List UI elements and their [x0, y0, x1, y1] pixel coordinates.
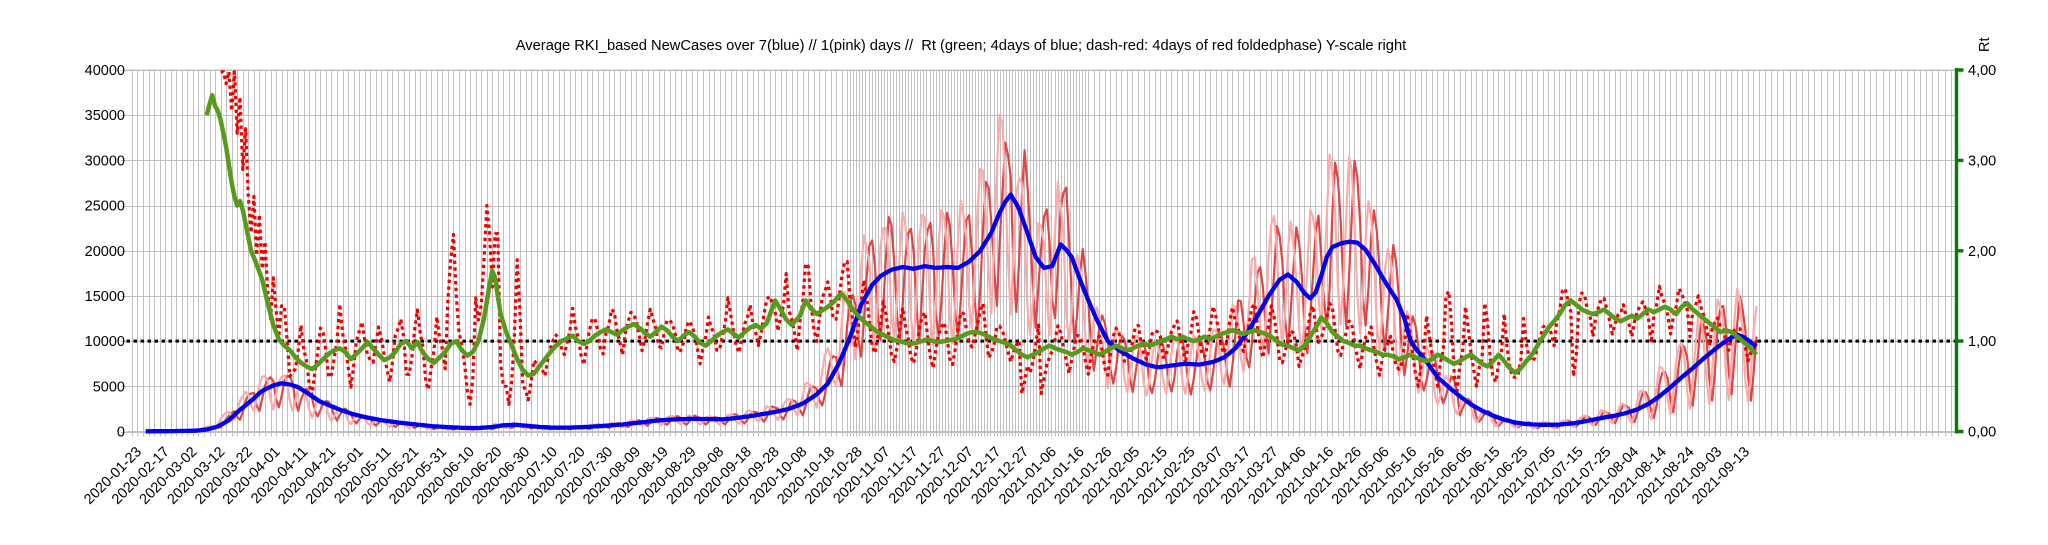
svg-text:10000: 10000: [85, 334, 125, 350]
svg-text:3,00: 3,00: [1968, 153, 1996, 169]
svg-text:Average RKI_based NewCases ove: Average RKI_based NewCases over 7(blue) …: [516, 38, 1406, 54]
svg-text:40000: 40000: [85, 63, 125, 79]
svg-text:2,00: 2,00: [1968, 244, 1996, 260]
svg-text:20000: 20000: [85, 244, 125, 260]
svg-text:15000: 15000: [85, 289, 125, 305]
svg-text:1,00: 1,00: [1968, 334, 1996, 350]
svg-text:0: 0: [117, 425, 125, 441]
svg-text:Rt: Rt: [1977, 38, 1993, 53]
svg-text:0,00: 0,00: [1968, 425, 1996, 441]
svg-text:35000: 35000: [85, 108, 125, 124]
svg-text:4,00: 4,00: [1968, 63, 1996, 79]
svg-text:25000: 25000: [85, 199, 125, 215]
svg-text:5000: 5000: [93, 379, 125, 395]
svg-text:30000: 30000: [85, 153, 125, 169]
